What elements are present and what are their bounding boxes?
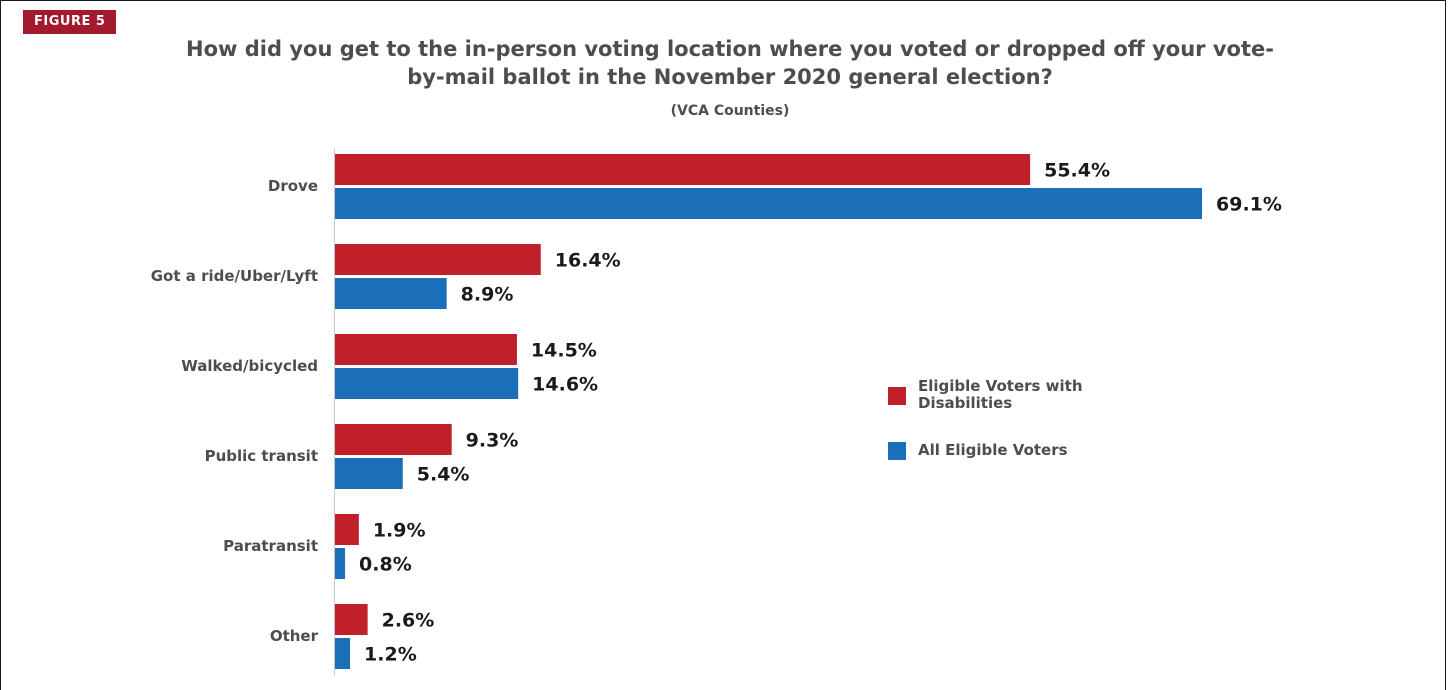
chart-title: How did you get to the in-person voting … [186, 37, 1274, 89]
category-label-paratransit: Paratransit [223, 537, 318, 555]
bar-paratransit-all-voters [335, 548, 346, 579]
value-label-paratransit-disabilities: 1.9% [373, 520, 426, 542]
category-label-public-transit: Public transit [205, 447, 318, 465]
bar-got-a-ride-uber-lyft-all-voters [335, 278, 447, 309]
bar-paratransit-disabilities [335, 514, 359, 545]
legend-swatch-blue [888, 442, 906, 460]
value-label-public-transit-disabilities: 9.3% [466, 430, 519, 452]
value-label-drove-disabilities: 55.4% [1044, 160, 1110, 182]
bar-public-transit-disabilities [335, 424, 452, 455]
legend-label: Eligible Voters with Disabilities [918, 377, 1083, 412]
bar-walked-bicycled-disabilities [335, 334, 517, 365]
bar-walked-bicycled-all-voters [335, 368, 519, 399]
chart-subtitle: (VCA Counties) [670, 103, 790, 119]
category-label-got-a-ride-uber-lyft: Got a ride/Uber/Lyft [151, 267, 318, 285]
figure-badge: FIGURE 5 [23, 10, 117, 34]
value-label-walked-bicycled-all-voters: 14.6% [532, 374, 598, 396]
category-label-walked-bicycled: Walked/bicycled [181, 357, 318, 375]
category-label-other: Other [270, 627, 319, 645]
bar-public-transit-all-voters [335, 458, 403, 489]
value-label-walked-bicycled-disabilities: 14.5% [531, 340, 597, 362]
value-label-drove-all-voters: 69.1% [1216, 194, 1282, 216]
bar-got-a-ride-uber-lyft-disabilities [335, 244, 541, 275]
bar-other-all-voters [335, 638, 351, 669]
value-label-paratransit-all-voters: 0.8% [359, 554, 412, 576]
legend-swatch-red [888, 387, 906, 405]
legend-item-all-voters: All Eligible Voters [888, 441, 1128, 460]
bar-other-disabilities [335, 604, 368, 635]
bar-drove-all-voters [335, 188, 1202, 219]
legend-item-disabilities: Eligible Voters with Disabilities [888, 378, 1128, 412]
legend-label: All Eligible Voters [918, 441, 1068, 459]
value-label-other-all-voters: 1.2% [364, 644, 417, 666]
value-label-got-a-ride-uber-lyft-disabilities: 16.4% [555, 250, 621, 272]
legend: Eligible Voters with Disabilities All El… [888, 378, 1128, 460]
value-label-other-disabilities: 2.6% [382, 610, 435, 632]
value-label-got-a-ride-uber-lyft-all-voters: 8.9% [461, 284, 514, 306]
bar-drove-disabilities [335, 154, 1031, 185]
value-label-public-transit-all-voters: 5.4% [417, 464, 470, 486]
category-label-drove: Drove [268, 177, 318, 195]
